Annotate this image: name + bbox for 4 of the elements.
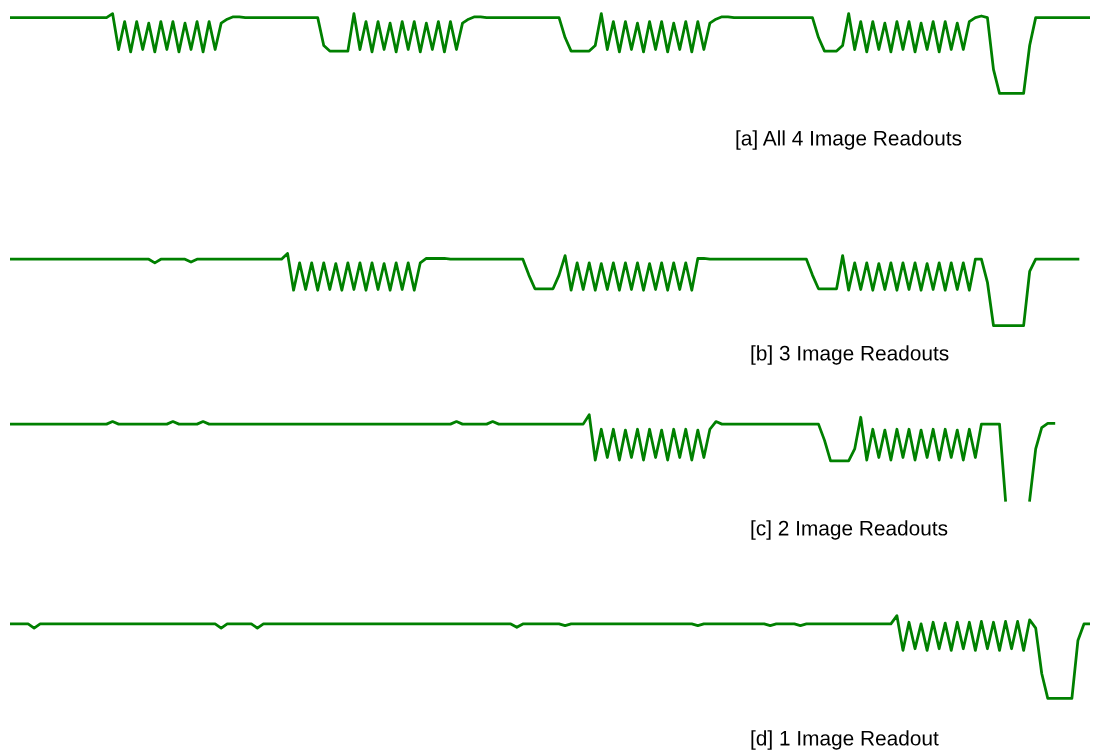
text: [a] All 4 Image Readouts (736, 130, 962, 150)
text: [d] 1 Image Readout (751, 730, 939, 750)
text: [c] 2 Image Readouts (751, 520, 948, 540)
text: [b] 3 Image Readouts (751, 345, 949, 365)
